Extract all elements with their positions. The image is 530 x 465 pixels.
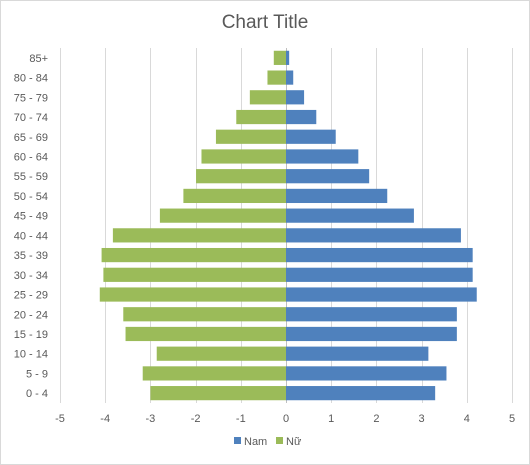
bar-nu	[99, 287, 286, 302]
x-tick-label: 5	[509, 413, 515, 425]
bar-nu	[236, 109, 286, 125]
category-label: 70 - 74	[14, 112, 48, 124]
bar-nam	[286, 70, 294, 85]
category-label: 20 - 24	[14, 309, 48, 321]
legend-swatch	[276, 437, 283, 444]
bars	[99, 50, 477, 401]
category-label: 60 - 64	[14, 151, 48, 163]
bar-nu	[103, 267, 286, 282]
category-labels: 0 - 4 5 - 9 10 - 14 15 - 19 20 - 24 25 - 29 30…	[14, 53, 48, 400]
bar-nam	[286, 90, 305, 105]
x-tick-label: -3	[146, 413, 156, 425]
category-label: 45 - 49	[14, 211, 48, 223]
legend: Nam Nữ	[234, 436, 302, 448]
bar-nam	[286, 208, 414, 223]
gridlines	[60, 48, 513, 403]
category-label: 80 - 84	[14, 73, 48, 85]
category-label: 30 - 34	[14, 270, 48, 282]
bar-nu	[267, 70, 286, 85]
category-label: 35 - 39	[14, 250, 48, 262]
category-label: 65 - 69	[14, 132, 48, 144]
bar-nu	[112, 228, 286, 243]
category-label: 5 - 9	[26, 368, 48, 380]
x-tick-label: -1	[236, 413, 246, 425]
bar-nam	[286, 346, 429, 361]
category-label: 25 - 29	[14, 290, 48, 302]
x-tick-label: -4	[100, 413, 110, 425]
bar-nam	[286, 109, 317, 125]
bar-nu	[215, 129, 286, 144]
category-label: 75 - 79	[14, 92, 48, 104]
chart-title: Chart Title	[222, 12, 309, 33]
bar-nu	[156, 346, 286, 361]
category-label: 0 - 4	[26, 388, 48, 400]
bar-nam	[286, 50, 290, 65]
category-label: 40 - 44	[14, 230, 48, 242]
legend-swatch	[234, 437, 241, 444]
x-tick-label: 0	[283, 413, 289, 425]
x-tick-label: 4	[464, 413, 470, 425]
x-tick-label: 3	[419, 413, 425, 425]
bar-nu	[196, 169, 286, 184]
bar-nu	[273, 50, 286, 65]
bar-nu	[123, 307, 286, 322]
bar-nu	[201, 149, 286, 164]
bar-nam	[286, 149, 359, 164]
bar-nam	[286, 307, 457, 322]
bar-nam	[286, 129, 336, 144]
bar-nam	[286, 169, 370, 184]
bar-nam	[286, 366, 447, 381]
bar-nu	[101, 247, 286, 263]
bar-nu	[150, 386, 286, 401]
bar-nam	[286, 386, 436, 401]
bar-nam	[286, 188, 388, 204]
bar-nu	[183, 188, 286, 204]
category-label: 55 - 59	[14, 171, 48, 183]
bar-nam	[286, 287, 477, 302]
x-tick-labels: -5 -4 -3 -2 -1 0 1 2 3 4 5	[55, 413, 515, 425]
x-tick-label: -2	[191, 413, 201, 425]
bar-nam	[286, 267, 473, 282]
category-label: 10 - 14	[14, 349, 48, 361]
bar-nam	[286, 228, 461, 243]
x-tick-label: 1	[328, 413, 334, 425]
bar-nu	[159, 208, 286, 223]
bar-nam	[286, 326, 457, 342]
x-tick-label: 2	[373, 413, 379, 425]
bar-nu	[142, 366, 286, 381]
bar-nu	[125, 326, 286, 342]
x-tick-label: -5	[55, 413, 65, 425]
category-label: 50 - 54	[14, 191, 48, 203]
legend-label: Nữ	[286, 436, 302, 448]
bar-nam	[286, 247, 473, 263]
category-label: 85+	[29, 53, 48, 65]
legend-label: Nam	[244, 436, 267, 448]
category-label: 15 - 19	[14, 329, 48, 341]
bar-nu	[249, 90, 286, 105]
